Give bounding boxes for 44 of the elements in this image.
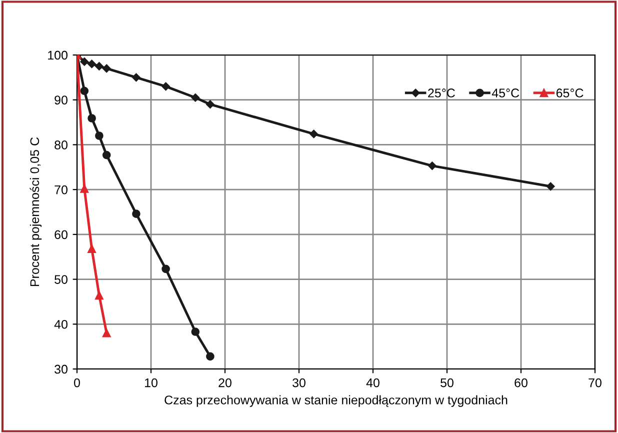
point bbox=[102, 64, 111, 73]
point bbox=[95, 62, 104, 70]
point bbox=[80, 58, 89, 66]
point bbox=[206, 100, 214, 108]
point bbox=[206, 352, 214, 361]
x-tick-label: 70 bbox=[588, 378, 602, 388]
point bbox=[132, 210, 140, 218]
y-tick-label: 80 bbox=[54, 140, 68, 150]
y-tick-label: 90 bbox=[54, 96, 68, 105]
y-tick-label: 70 bbox=[54, 185, 68, 194]
point bbox=[428, 162, 436, 170]
y-tick-label: 30 bbox=[54, 364, 68, 374]
x-tick-label: 60 bbox=[514, 378, 528, 388]
y-tick-label: 40 bbox=[54, 320, 68, 329]
point bbox=[88, 244, 96, 253]
point bbox=[95, 132, 104, 140]
point bbox=[102, 150, 111, 160]
x-tick-label: 10 bbox=[145, 378, 158, 388]
x-axis-title: Czas przechowywania w stanie niepodłączonym w tygodniach bbox=[164, 395, 508, 407]
legend-label: 25°C bbox=[428, 88, 455, 98]
point bbox=[546, 182, 555, 191]
point bbox=[95, 291, 104, 300]
point bbox=[191, 328, 200, 336]
point bbox=[162, 264, 170, 274]
x-tick-label: 20 bbox=[218, 378, 232, 388]
x-tick-label: 0 bbox=[74, 378, 80, 388]
point bbox=[191, 93, 200, 102]
x-tick-label: 50 bbox=[440, 378, 454, 388]
point bbox=[132, 73, 140, 82]
x-tick-label: 30 bbox=[292, 378, 306, 388]
point bbox=[88, 114, 96, 122]
point bbox=[102, 328, 111, 338]
y-tick-label: 100 bbox=[48, 50, 68, 60]
point bbox=[162, 82, 170, 91]
y-tick-label: 50 bbox=[54, 275, 68, 284]
y-axis-title: Procent pojemności 0,05 C bbox=[30, 137, 42, 286]
legend-label: 45°C bbox=[492, 88, 520, 98]
x-tick-label: 40 bbox=[366, 378, 380, 388]
point bbox=[80, 86, 89, 96]
point bbox=[80, 184, 89, 193]
legend-label: 65°C bbox=[556, 88, 584, 98]
y-tick-label: 60 bbox=[54, 230, 68, 240]
point bbox=[310, 130, 318, 138]
point bbox=[88, 60, 96, 68]
